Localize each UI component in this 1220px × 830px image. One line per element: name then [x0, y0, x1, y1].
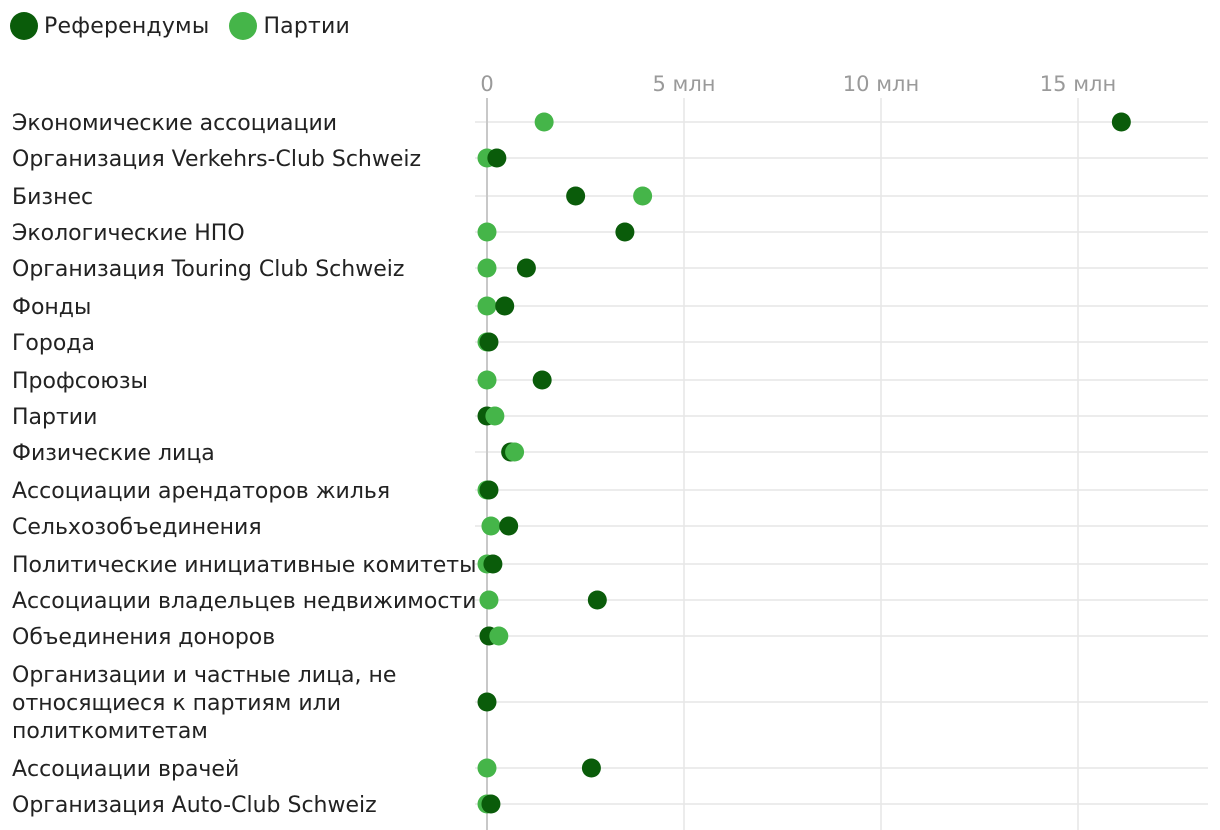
- legend-swatch-parties: [229, 12, 258, 40]
- category-label: Организации и частные лица, не относящиес…: [12, 663, 396, 744]
- category-label: Политические инициативные комитеты: [12, 553, 477, 578]
- dot-parties: [477, 296, 497, 316]
- dot-parties: [481, 516, 501, 536]
- category-label: Ассоциации врачей: [12, 757, 239, 782]
- dot-referendums: [581, 758, 601, 778]
- legend-label-parties: Партии: [263, 13, 351, 39]
- category-label: Города: [12, 331, 95, 356]
- category-label: Профсоюзы: [12, 369, 148, 394]
- dot-referendums: [479, 480, 499, 500]
- dot-referendums: [1111, 112, 1131, 132]
- legend-label-referendums: Референдумы: [44, 13, 210, 39]
- category-label: Бизнес: [12, 185, 93, 210]
- dot-referendums: [587, 590, 607, 610]
- dot-parties: [479, 590, 499, 610]
- category-label: Организация Touring Club Schweiz: [12, 257, 404, 282]
- legend-item-parties[interactable]: Партии: [229, 12, 350, 40]
- category-label: Сельхозобъединения: [12, 515, 262, 540]
- dot-parties: [477, 758, 497, 778]
- category-label: Физические лица: [12, 441, 215, 466]
- category-label: Экономические ассоциации: [12, 111, 337, 136]
- legend-swatch-referendums: [10, 12, 38, 40]
- dot-parties: [477, 258, 497, 278]
- dot-parties: [489, 626, 509, 646]
- dot-referendums: [479, 332, 499, 352]
- x-tick-label: 10 млн: [843, 72, 919, 96]
- dot-parties: [485, 406, 505, 426]
- category-label: Ассоциации арендаторов жилья: [12, 479, 390, 504]
- dot-referendums: [495, 296, 515, 316]
- dot-referendums: [477, 692, 497, 712]
- dot-parties: [534, 112, 554, 132]
- dot-referendums: [516, 258, 536, 278]
- x-tick-label: 15 млн: [1040, 72, 1116, 96]
- legend-item-referendums[interactable]: Референдумы: [10, 12, 209, 40]
- category-label: Экологические НПО: [12, 221, 245, 246]
- dot-referendums: [615, 222, 635, 242]
- dot-referendums: [483, 554, 503, 574]
- category-label: Организация Auto-Club Schweiz: [12, 793, 377, 818]
- dot-referendums: [499, 516, 519, 536]
- dot-referendums: [481, 794, 501, 814]
- x-tick-label: 0: [480, 72, 493, 96]
- category-label: Организация Verkehrs-Club Schweiz: [12, 147, 421, 172]
- category-label: Фонды: [12, 295, 91, 320]
- dot-parties: [477, 370, 497, 390]
- legend: Референдумы Партии: [10, 12, 370, 40]
- dot-referendums: [532, 370, 552, 390]
- category-label: Ассоциации владельцев недвижимости: [12, 589, 477, 614]
- category-label: Партии: [12, 405, 97, 430]
- x-tick-label: 5 млн: [652, 72, 715, 96]
- dot-referendums: [566, 186, 586, 206]
- category-label: Объединения доноров: [12, 625, 275, 650]
- dot-parties: [477, 222, 497, 242]
- dot-parties: [505, 442, 525, 462]
- dot-parties: [633, 186, 653, 206]
- dot-referendums: [487, 148, 507, 168]
